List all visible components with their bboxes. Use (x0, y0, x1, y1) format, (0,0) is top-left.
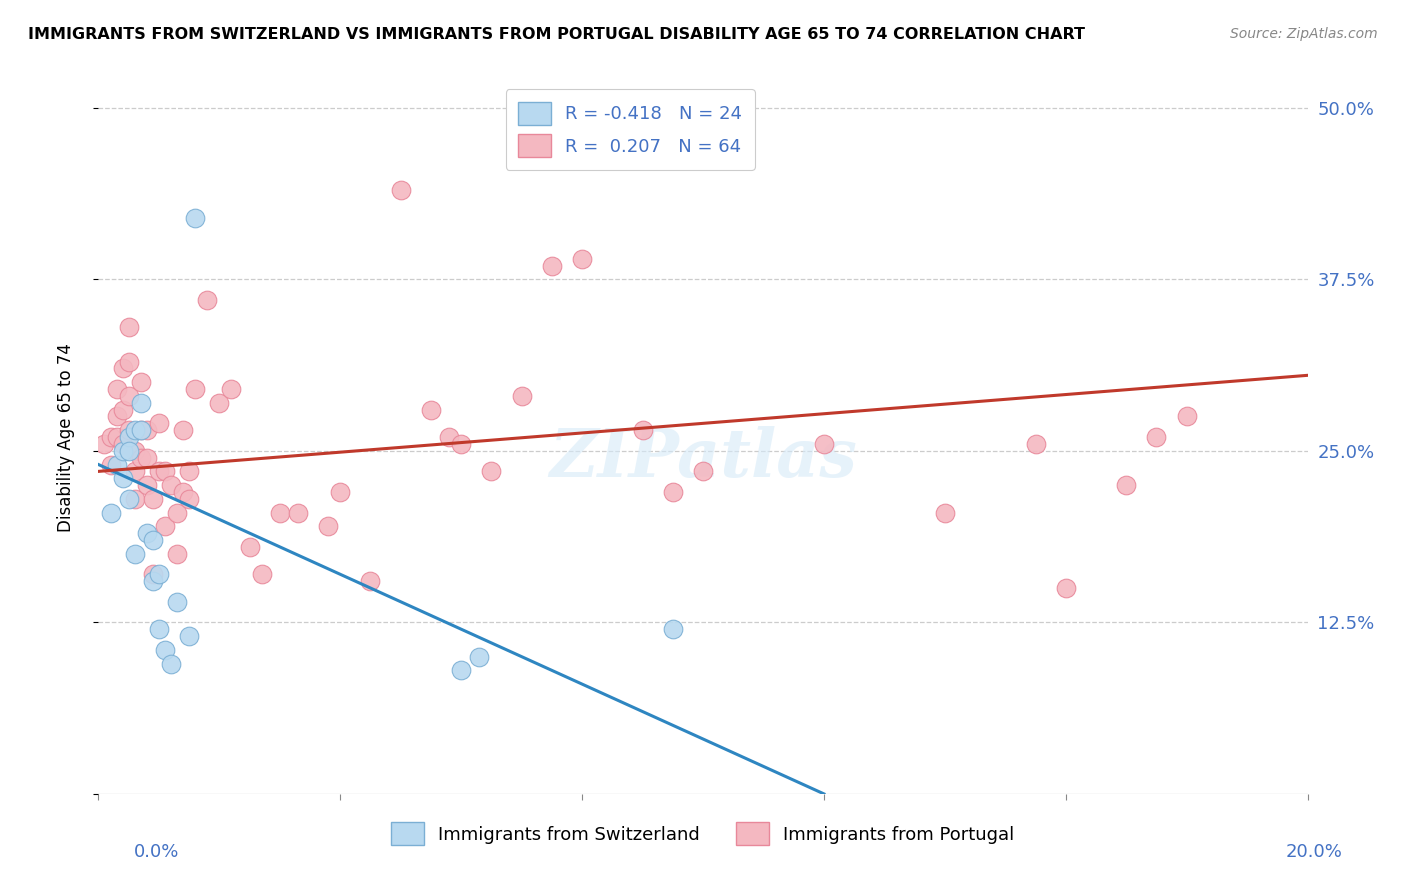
Text: Source: ZipAtlas.com: Source: ZipAtlas.com (1230, 27, 1378, 41)
Point (129, 423, 152, 437)
Point (661, 485, 683, 500)
Point (360, 574, 382, 589)
Point (124, 423, 146, 437)
Point (105, 382, 128, 396)
Point (420, 402, 443, 417)
Point (250, 567, 273, 582)
Point (100, 458, 122, 472)
Point (468, 649, 491, 664)
Point (153, 464, 176, 478)
Point (195, 293, 218, 307)
Point (129, 375, 152, 389)
Point (813, 437, 835, 451)
Point (124, 491, 146, 506)
Point (221, 382, 243, 396)
Point (142, 491, 165, 506)
Point (100, 430, 122, 444)
Point (184, 382, 207, 396)
Point (118, 443, 141, 458)
Point (129, 423, 152, 437)
Point (118, 320, 141, 334)
Point (481, 464, 503, 478)
Point (153, 519, 176, 533)
Point (105, 409, 128, 424)
Point (148, 464, 170, 478)
Point (118, 491, 141, 506)
Point (148, 567, 170, 582)
Point (118, 423, 141, 437)
Point (184, 211, 207, 225)
Point (118, 430, 141, 444)
Point (135, 526, 157, 541)
Point (100, 506, 122, 520)
Point (111, 361, 134, 376)
Point (93, 437, 115, 451)
Text: IMMIGRANTS FROM SWITZERLAND VS IMMIGRANTS FROM PORTUGAL DISABILITY AGE 65 TO 74 : IMMIGRANTS FROM SWITZERLAND VS IMMIGRANT… (28, 27, 1085, 42)
Point (129, 450, 152, 465)
Point (1144, 430, 1167, 444)
Point (142, 533, 165, 547)
Point (153, 642, 176, 657)
Point (118, 354, 141, 368)
Point (450, 437, 472, 451)
Point (172, 423, 194, 437)
Point (111, 471, 134, 485)
Point (172, 485, 194, 500)
Point (269, 506, 291, 520)
Point (1054, 581, 1077, 595)
Text: 20.0%: 20.0% (1286, 843, 1343, 861)
Point (179, 464, 201, 478)
Point (540, 259, 562, 273)
Point (148, 417, 170, 431)
Point (148, 622, 170, 636)
Text: ZIPatlas: ZIPatlas (550, 426, 856, 491)
Point (1175, 409, 1198, 424)
Point (437, 430, 460, 444)
Point (124, 443, 146, 458)
Point (105, 430, 128, 444)
Point (287, 506, 309, 520)
Point (124, 547, 146, 561)
Point (135, 450, 157, 465)
Text: 0.0%: 0.0% (134, 843, 179, 861)
Point (450, 664, 472, 678)
Point (142, 567, 165, 582)
Point (166, 595, 188, 609)
Point (1024, 437, 1046, 451)
Point (239, 540, 262, 554)
Point (124, 464, 146, 478)
Point (571, 252, 593, 266)
Point (111, 443, 134, 458)
Point (179, 629, 201, 643)
Point (129, 396, 152, 410)
Point (135, 478, 157, 492)
Point (1115, 478, 1137, 492)
Point (934, 506, 956, 520)
Legend: Immigrants from Switzerland, Immigrants from Portugal: Immigrants from Switzerland, Immigrants … (381, 812, 1025, 856)
Point (142, 574, 165, 589)
Point (105, 458, 128, 472)
Point (661, 622, 683, 636)
Point (111, 437, 134, 451)
Point (160, 478, 183, 492)
Point (166, 506, 188, 520)
Point (166, 547, 188, 561)
Y-axis label: Disability Age 65 to 74: Disability Age 65 to 74 (56, 343, 75, 532)
Point (160, 657, 183, 671)
Point (118, 389, 141, 403)
Point (510, 389, 533, 403)
Point (179, 491, 201, 506)
Point (389, 183, 412, 197)
Point (631, 423, 654, 437)
Point (111, 402, 134, 417)
Point (316, 519, 339, 533)
Point (135, 423, 157, 437)
Point (208, 396, 231, 410)
Point (329, 485, 352, 500)
Point (692, 464, 714, 478)
